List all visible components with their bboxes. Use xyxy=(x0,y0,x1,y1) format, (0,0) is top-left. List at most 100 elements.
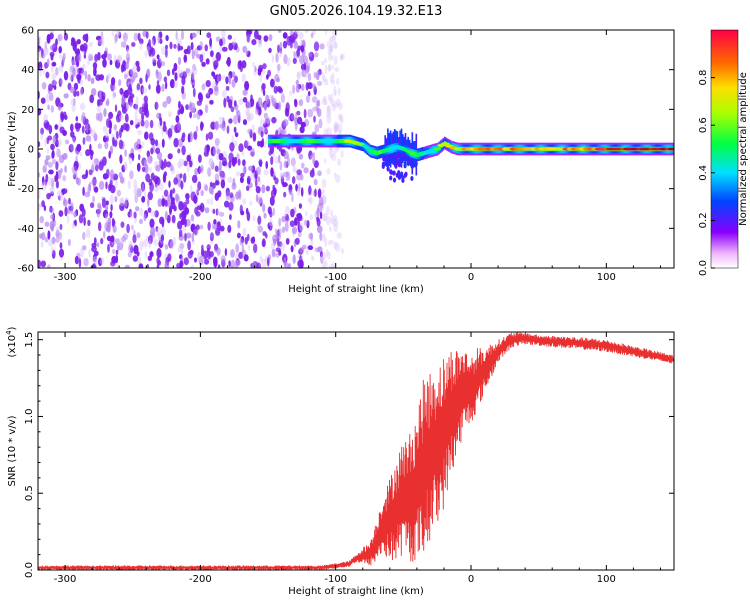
noise-speck xyxy=(95,112,100,121)
noise-speck xyxy=(233,115,239,125)
noise-speck xyxy=(38,61,43,71)
noise-speck xyxy=(88,248,91,258)
noise-speck xyxy=(175,193,179,202)
noise-speck xyxy=(229,192,234,199)
noise-speck xyxy=(216,75,220,83)
noise-speck xyxy=(232,177,236,187)
noise-speck xyxy=(60,78,63,86)
noise-speck xyxy=(161,61,166,67)
noise-speck xyxy=(321,188,326,195)
noise-speck xyxy=(100,31,104,37)
noise-speck xyxy=(137,32,141,42)
noise-speck xyxy=(172,187,176,194)
noise-speck xyxy=(190,214,195,222)
ridge-core-cell xyxy=(323,138,326,144)
noise-speck xyxy=(70,123,74,132)
noise-speck xyxy=(124,113,129,123)
y-tick-label: -40 xyxy=(18,224,34,235)
colorbar-tick-label: 0.4 xyxy=(698,165,709,181)
noise-speck xyxy=(116,263,119,268)
ridge-core-cell xyxy=(402,146,404,151)
noise-speck xyxy=(329,45,333,55)
noise-speck xyxy=(160,227,166,237)
ridge-core-cell xyxy=(285,138,288,144)
noise-speck xyxy=(46,147,50,154)
noise-speck xyxy=(284,262,290,268)
noise-speck xyxy=(85,228,91,239)
noise-speck xyxy=(136,256,142,266)
noise-speck xyxy=(301,162,305,169)
noise-speck xyxy=(242,89,248,96)
noise-speck xyxy=(225,76,229,85)
noise-speck xyxy=(333,214,338,221)
noise-speck xyxy=(216,148,221,155)
noise-speck xyxy=(255,194,259,203)
noise-speck xyxy=(318,196,324,207)
noise-speck xyxy=(326,127,332,136)
noise-speck xyxy=(108,183,112,192)
noise-speck xyxy=(259,197,263,207)
noise-speck xyxy=(308,51,313,58)
ridge-core-cell xyxy=(393,145,396,150)
noise-speck xyxy=(58,64,64,73)
spectrogram-x-label: Height of straight line (km) xyxy=(288,284,424,295)
ridge-plume-speck xyxy=(396,153,400,158)
noise-speck xyxy=(91,242,97,248)
noise-speck xyxy=(147,191,153,201)
noise-speck xyxy=(196,100,202,106)
noise-speck xyxy=(340,53,345,60)
ridge-core-cell xyxy=(418,152,420,157)
noise-speck xyxy=(333,121,339,132)
noise-speck xyxy=(119,114,125,121)
noise-speck xyxy=(196,110,201,120)
noise-speck xyxy=(316,225,323,234)
noise-speck xyxy=(195,188,200,195)
ridge-plume-speck xyxy=(385,162,389,167)
noise-speck xyxy=(252,62,255,68)
noise-speck xyxy=(194,257,197,263)
noise-speck xyxy=(296,173,302,181)
noise-speck xyxy=(252,132,257,142)
noise-speck xyxy=(200,121,204,132)
chart-title: GN05.2026.104.19.32.E13 xyxy=(270,4,443,19)
noise-speck xyxy=(340,149,344,158)
noise-speck xyxy=(299,247,305,254)
noise-speck xyxy=(230,106,235,113)
noise-speck xyxy=(291,226,298,235)
noise-speck xyxy=(94,53,98,63)
noise-speck xyxy=(164,81,168,90)
noise-speck xyxy=(147,155,153,164)
noise-speck xyxy=(307,59,312,65)
ridge-core-cell xyxy=(419,152,422,157)
noise-speck xyxy=(76,73,82,81)
noise-speck xyxy=(55,237,60,243)
ridge-core-cell xyxy=(406,148,408,153)
noise-speck xyxy=(317,188,322,199)
noise-speck xyxy=(217,264,221,268)
noise-speck xyxy=(313,178,318,186)
noise-speck xyxy=(313,71,317,79)
ridge-core-cell xyxy=(301,138,304,144)
noise-speck xyxy=(326,168,331,175)
noise-speck xyxy=(206,144,210,153)
noise-speck xyxy=(100,237,104,245)
noise-speck xyxy=(85,169,88,179)
noise-speck xyxy=(75,116,79,122)
noise-speck xyxy=(125,123,130,132)
noise-speck xyxy=(49,45,54,51)
noise-speck xyxy=(290,245,294,253)
noise-speck xyxy=(316,107,322,118)
noise-speck xyxy=(280,242,286,251)
noise-speck xyxy=(132,234,137,244)
noise-speck xyxy=(87,183,91,194)
noise-speck xyxy=(97,51,101,61)
noise-speck xyxy=(309,154,316,161)
noise-speck xyxy=(263,169,269,176)
noise-speck xyxy=(92,61,98,70)
noise-speck xyxy=(197,181,202,191)
ridge-core-cell xyxy=(273,138,276,144)
noise-speck xyxy=(145,73,148,83)
noise-speck xyxy=(54,175,57,183)
noise-speck xyxy=(185,198,190,205)
noise-speck xyxy=(43,113,49,124)
